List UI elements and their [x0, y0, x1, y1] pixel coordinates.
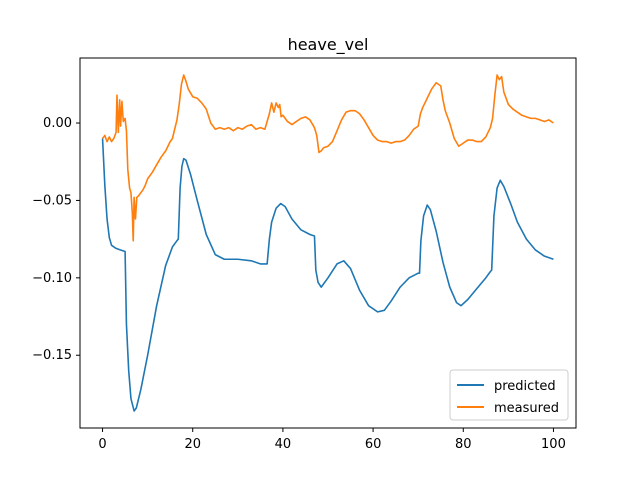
legend: predicted measured	[449, 369, 569, 421]
x-axis: 0 20 40 60 80 100	[98, 428, 566, 452]
plot-frame	[79, 57, 577, 429]
y-tick-label: −0.05	[32, 193, 72, 208]
y-tick-label: −0.15	[32, 348, 72, 363]
chart-title: heave_vel	[288, 35, 369, 55]
x-tick-label: 100	[541, 437, 566, 452]
y-axis: −0.15 −0.10 −0.05 0.00	[32, 116, 80, 363]
y-tick-label: −0.10	[32, 271, 72, 286]
series-layer	[101, 74, 554, 412]
x-tick-label: 0	[98, 437, 106, 452]
legend-label-predicted: predicted	[494, 379, 556, 394]
x-tick-label: 20	[184, 437, 201, 452]
y-tick-label: 0.00	[43, 116, 72, 131]
x-tick-label: 60	[365, 437, 382, 452]
series-line-predicted	[101, 138, 554, 412]
x-tick-label: 80	[455, 437, 472, 452]
legend-label-measured: measured	[494, 401, 559, 416]
series-line-measured	[101, 74, 554, 242]
x-tick-label: 40	[275, 437, 292, 452]
